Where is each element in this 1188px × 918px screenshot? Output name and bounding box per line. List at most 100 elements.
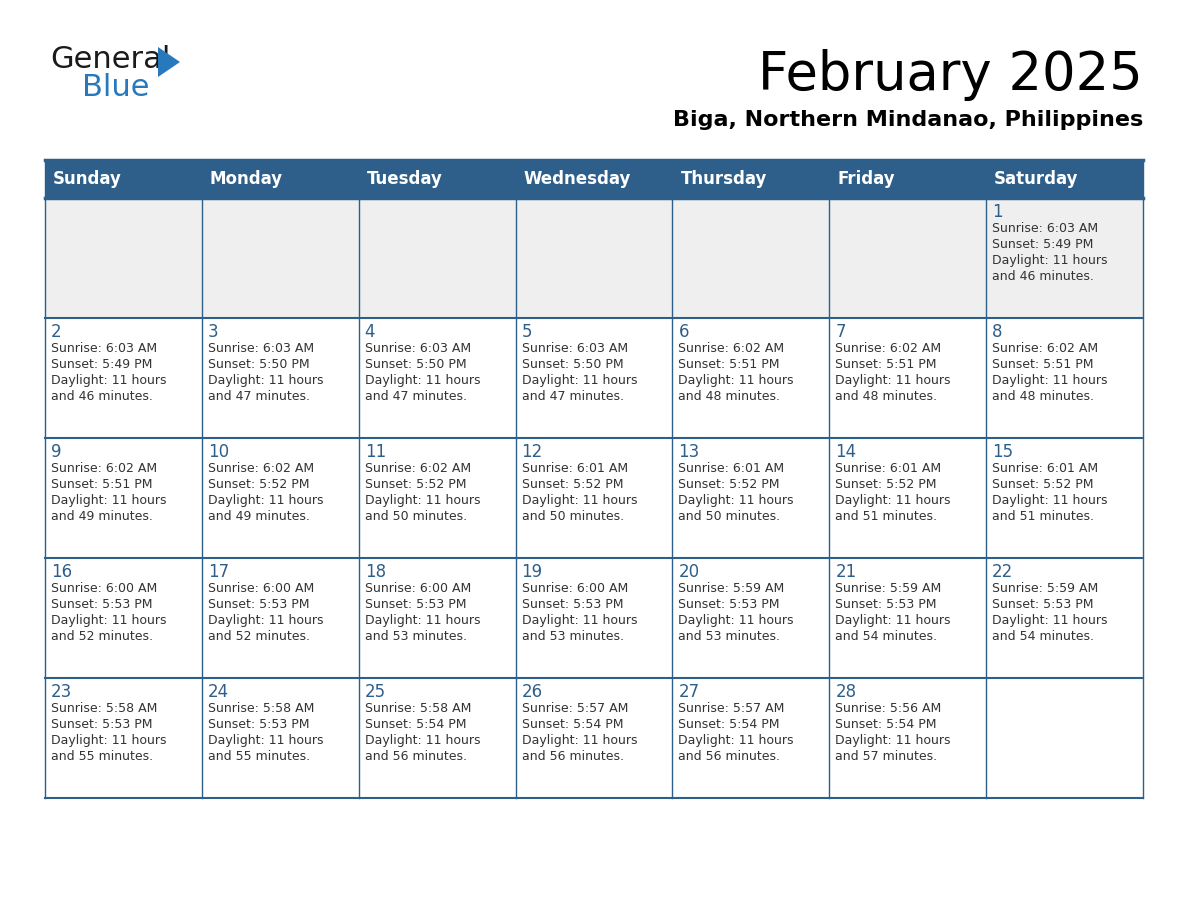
FancyBboxPatch shape <box>359 318 516 438</box>
Text: Sunset: 5:52 PM: Sunset: 5:52 PM <box>365 478 466 491</box>
FancyBboxPatch shape <box>986 438 1143 558</box>
Text: Daylight: 11 hours: Daylight: 11 hours <box>522 614 637 627</box>
Text: Daylight: 11 hours: Daylight: 11 hours <box>365 494 480 507</box>
Text: Blue: Blue <box>82 73 150 102</box>
Text: Sunset: 5:53 PM: Sunset: 5:53 PM <box>51 598 152 611</box>
Text: and 53 minutes.: and 53 minutes. <box>522 630 624 643</box>
FancyBboxPatch shape <box>202 438 359 558</box>
Text: 1: 1 <box>992 203 1003 221</box>
Text: 3: 3 <box>208 323 219 341</box>
Text: Daylight: 11 hours: Daylight: 11 hours <box>365 734 480 747</box>
Text: Wednesday: Wednesday <box>524 170 631 188</box>
Text: Daylight: 11 hours: Daylight: 11 hours <box>992 494 1107 507</box>
FancyBboxPatch shape <box>672 678 829 798</box>
FancyBboxPatch shape <box>359 678 516 798</box>
FancyBboxPatch shape <box>516 318 672 438</box>
Text: Friday: Friday <box>838 170 895 188</box>
Text: and 48 minutes.: and 48 minutes. <box>835 390 937 403</box>
Text: Sunset: 5:53 PM: Sunset: 5:53 PM <box>678 598 781 611</box>
Text: Sunrise: 6:01 AM: Sunrise: 6:01 AM <box>522 462 627 475</box>
Text: 23: 23 <box>51 683 72 701</box>
Text: Daylight: 11 hours: Daylight: 11 hours <box>208 374 323 387</box>
Text: 6: 6 <box>678 323 689 341</box>
Text: Sunrise: 6:00 AM: Sunrise: 6:00 AM <box>365 582 470 595</box>
FancyBboxPatch shape <box>516 558 672 678</box>
Text: and 55 minutes.: and 55 minutes. <box>208 750 310 763</box>
FancyBboxPatch shape <box>202 318 359 438</box>
FancyBboxPatch shape <box>986 198 1143 318</box>
Text: Daylight: 11 hours: Daylight: 11 hours <box>835 734 950 747</box>
Text: Sunset: 5:49 PM: Sunset: 5:49 PM <box>51 358 152 371</box>
FancyBboxPatch shape <box>359 558 516 678</box>
Text: Sunset: 5:53 PM: Sunset: 5:53 PM <box>208 598 309 611</box>
Text: Daylight: 11 hours: Daylight: 11 hours <box>51 614 166 627</box>
Text: and 53 minutes.: and 53 minutes. <box>365 630 467 643</box>
Text: 9: 9 <box>51 443 62 461</box>
FancyBboxPatch shape <box>359 198 516 318</box>
Text: Sunset: 5:52 PM: Sunset: 5:52 PM <box>208 478 309 491</box>
Text: Daylight: 11 hours: Daylight: 11 hours <box>992 614 1107 627</box>
Text: and 54 minutes.: and 54 minutes. <box>835 630 937 643</box>
Text: 13: 13 <box>678 443 700 461</box>
Text: Daylight: 11 hours: Daylight: 11 hours <box>51 494 166 507</box>
Text: Sunrise: 6:02 AM: Sunrise: 6:02 AM <box>365 462 470 475</box>
Text: Sunrise: 5:57 AM: Sunrise: 5:57 AM <box>678 702 785 715</box>
Text: Sunrise: 5:57 AM: Sunrise: 5:57 AM <box>522 702 628 715</box>
Text: Biga, Northern Mindanao, Philippines: Biga, Northern Mindanao, Philippines <box>672 110 1143 130</box>
FancyBboxPatch shape <box>516 438 672 558</box>
Text: Daylight: 11 hours: Daylight: 11 hours <box>992 254 1107 267</box>
Text: 14: 14 <box>835 443 857 461</box>
Text: and 47 minutes.: and 47 minutes. <box>522 390 624 403</box>
Text: Sunset: 5:50 PM: Sunset: 5:50 PM <box>208 358 310 371</box>
Text: Sunrise: 6:00 AM: Sunrise: 6:00 AM <box>51 582 157 595</box>
Text: Sunday: Sunday <box>53 170 122 188</box>
Text: and 56 minutes.: and 56 minutes. <box>522 750 624 763</box>
Text: Sunset: 5:53 PM: Sunset: 5:53 PM <box>208 718 309 731</box>
FancyBboxPatch shape <box>829 438 986 558</box>
Text: and 49 minutes.: and 49 minutes. <box>51 510 153 523</box>
Text: Daylight: 11 hours: Daylight: 11 hours <box>51 734 166 747</box>
Text: and 57 minutes.: and 57 minutes. <box>835 750 937 763</box>
FancyBboxPatch shape <box>45 678 202 798</box>
FancyBboxPatch shape <box>516 198 672 318</box>
Text: 16: 16 <box>51 563 72 581</box>
FancyBboxPatch shape <box>45 160 1143 198</box>
Text: Sunset: 5:53 PM: Sunset: 5:53 PM <box>51 718 152 731</box>
Text: Sunset: 5:52 PM: Sunset: 5:52 PM <box>992 478 1094 491</box>
Text: Saturday: Saturday <box>994 170 1079 188</box>
Text: and 51 minutes.: and 51 minutes. <box>992 510 1094 523</box>
Text: Sunset: 5:51 PM: Sunset: 5:51 PM <box>992 358 1094 371</box>
Text: 22: 22 <box>992 563 1013 581</box>
Text: Sunrise: 5:58 AM: Sunrise: 5:58 AM <box>208 702 315 715</box>
FancyBboxPatch shape <box>202 198 359 318</box>
Text: Sunset: 5:50 PM: Sunset: 5:50 PM <box>522 358 624 371</box>
Text: 5: 5 <box>522 323 532 341</box>
Text: 17: 17 <box>208 563 229 581</box>
FancyBboxPatch shape <box>829 318 986 438</box>
Text: Daylight: 11 hours: Daylight: 11 hours <box>51 374 166 387</box>
Text: Sunrise: 6:02 AM: Sunrise: 6:02 AM <box>992 342 1098 355</box>
Text: 27: 27 <box>678 683 700 701</box>
Text: 12: 12 <box>522 443 543 461</box>
Text: and 56 minutes.: and 56 minutes. <box>365 750 467 763</box>
Text: 7: 7 <box>835 323 846 341</box>
FancyBboxPatch shape <box>516 678 672 798</box>
Text: Sunrise: 6:02 AM: Sunrise: 6:02 AM <box>51 462 157 475</box>
Text: and 47 minutes.: and 47 minutes. <box>365 390 467 403</box>
Text: Monday: Monday <box>210 170 283 188</box>
Text: and 56 minutes.: and 56 minutes. <box>678 750 781 763</box>
Text: Daylight: 11 hours: Daylight: 11 hours <box>678 614 794 627</box>
Text: and 48 minutes.: and 48 minutes. <box>992 390 1094 403</box>
Text: and 50 minutes.: and 50 minutes. <box>365 510 467 523</box>
Text: 11: 11 <box>365 443 386 461</box>
Text: Sunrise: 6:03 AM: Sunrise: 6:03 AM <box>522 342 627 355</box>
Text: 2: 2 <box>51 323 62 341</box>
Text: Sunrise: 6:03 AM: Sunrise: 6:03 AM <box>365 342 470 355</box>
FancyBboxPatch shape <box>202 678 359 798</box>
Text: 25: 25 <box>365 683 386 701</box>
Text: and 50 minutes.: and 50 minutes. <box>522 510 624 523</box>
Text: and 55 minutes.: and 55 minutes. <box>51 750 153 763</box>
Text: Sunrise: 6:02 AM: Sunrise: 6:02 AM <box>678 342 784 355</box>
Text: 18: 18 <box>365 563 386 581</box>
Text: Sunrise: 5:59 AM: Sunrise: 5:59 AM <box>835 582 942 595</box>
